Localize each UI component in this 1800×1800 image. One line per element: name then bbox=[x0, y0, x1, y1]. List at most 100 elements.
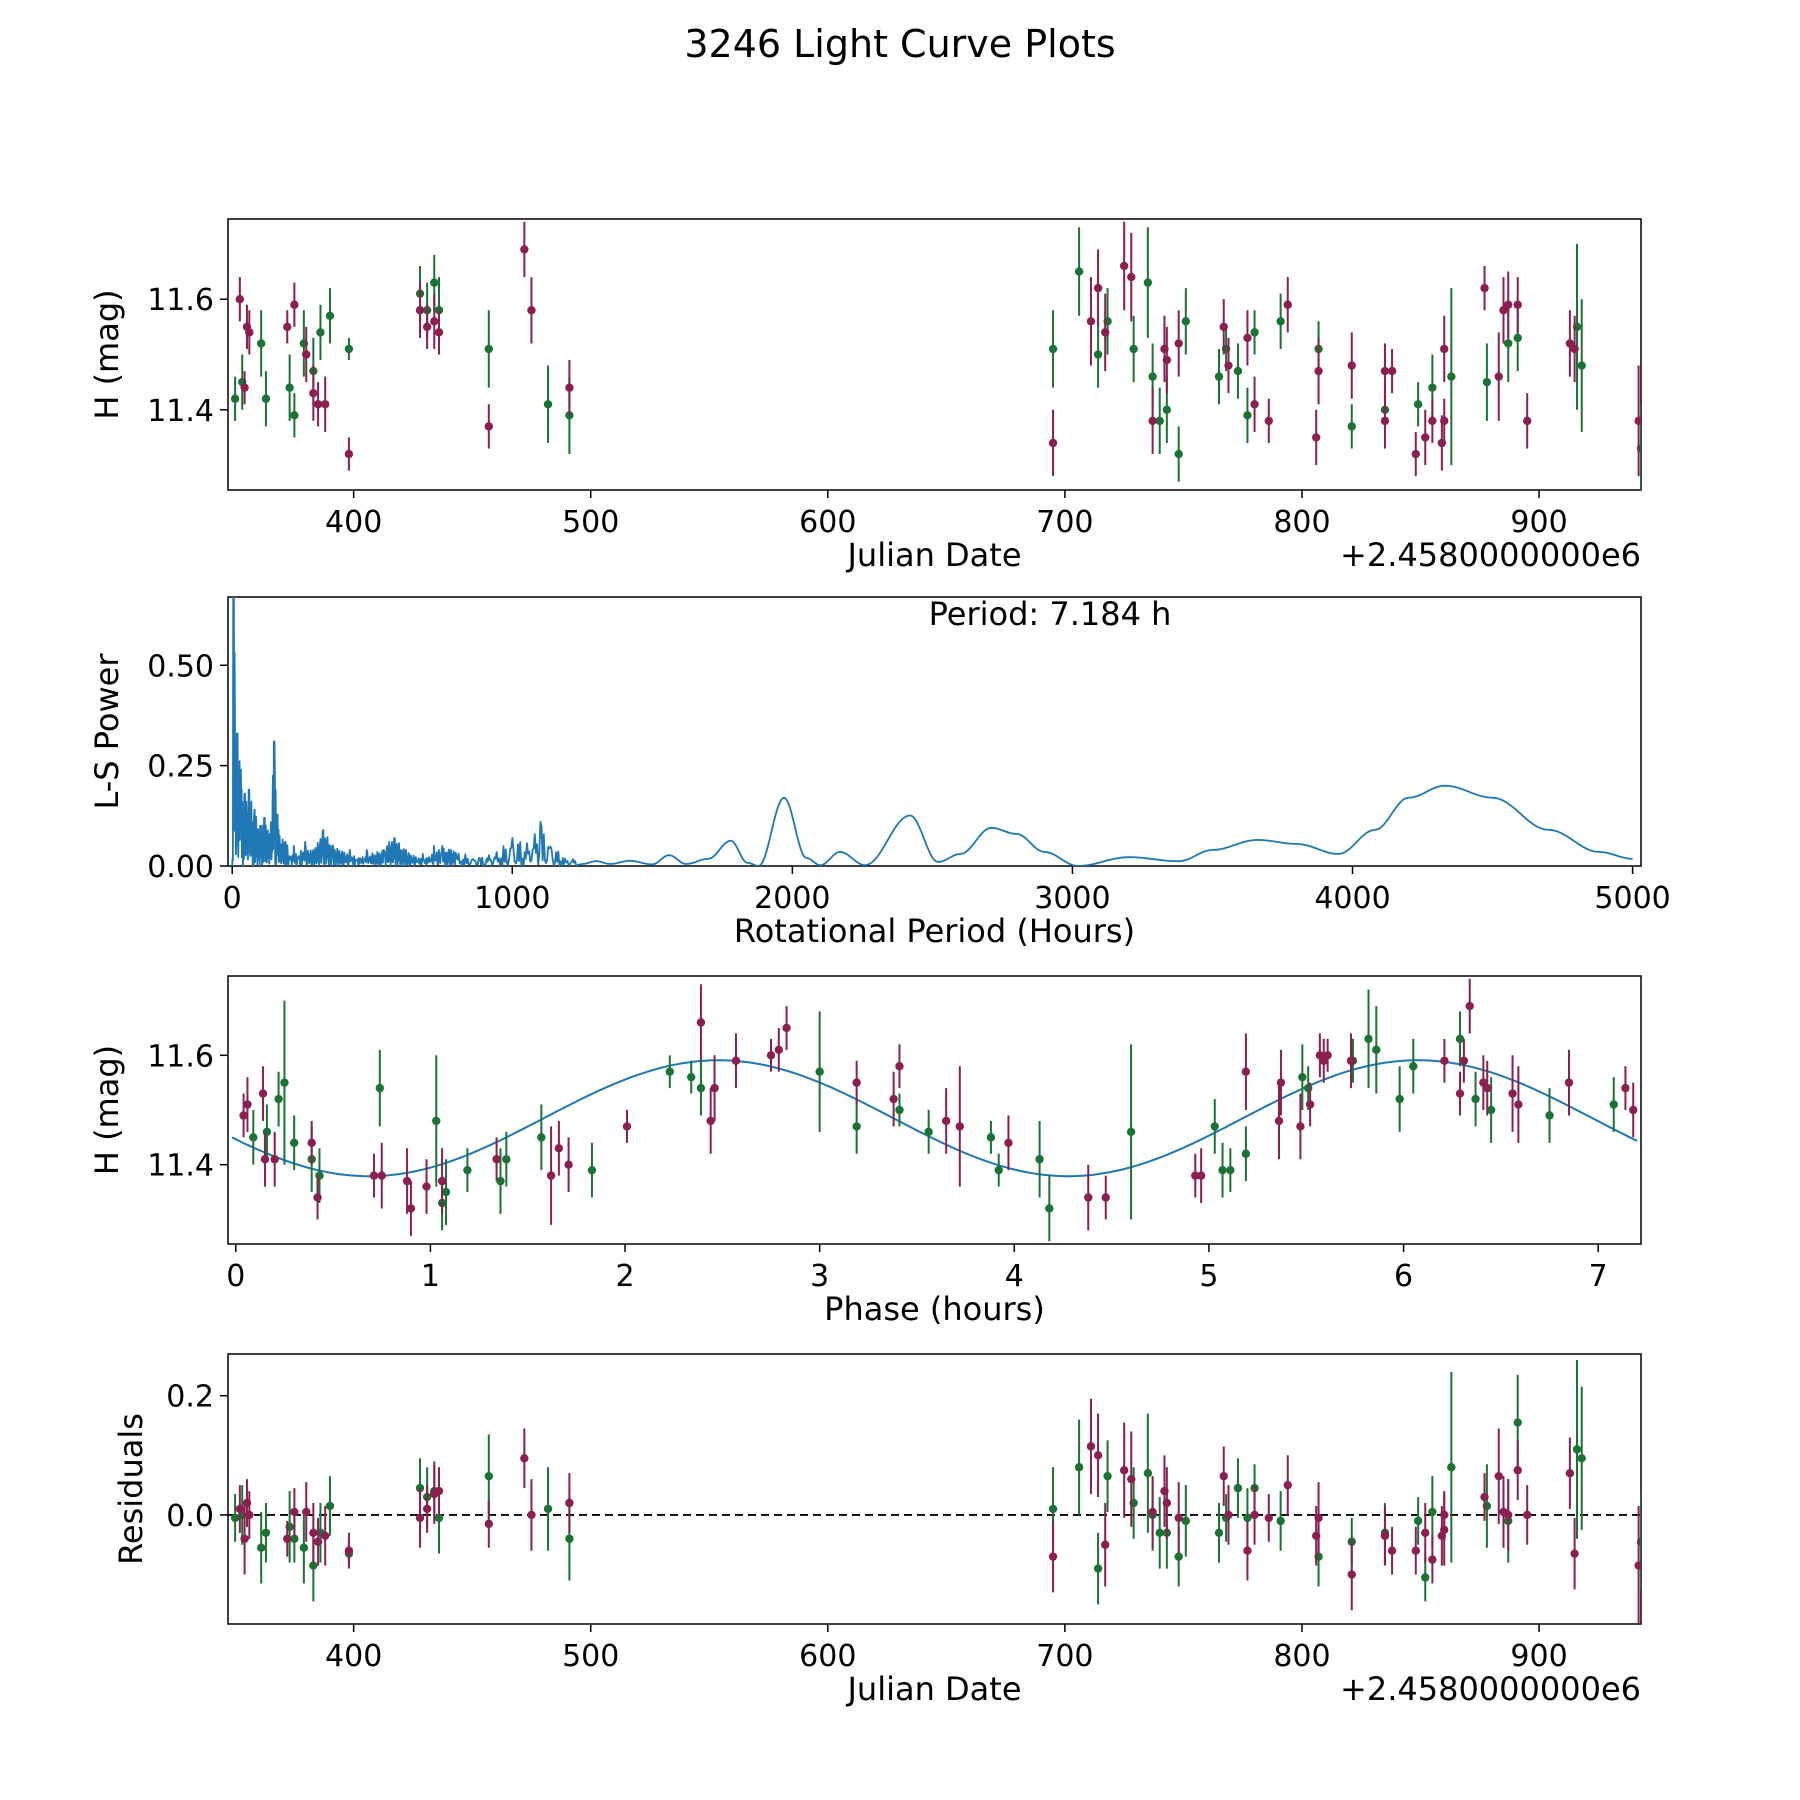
data-point bbox=[240, 383, 249, 392]
series-r bbox=[239, 978, 1638, 1236]
data-point bbox=[261, 1528, 271, 1538]
data-point bbox=[1572, 1445, 1582, 1454]
data-point bbox=[731, 1056, 741, 1065]
data-point bbox=[1565, 339, 1575, 348]
data-point bbox=[924, 1127, 933, 1137]
data-point bbox=[520, 1454, 529, 1463]
data-point bbox=[1455, 1034, 1465, 1044]
data-point bbox=[565, 1498, 574, 1508]
data-point bbox=[1482, 377, 1492, 387]
data-point bbox=[1513, 1418, 1522, 1427]
data-point bbox=[1155, 1528, 1164, 1538]
x-axis-label: Julian Date bbox=[845, 536, 1021, 574]
data-point bbox=[1162, 405, 1172, 415]
data-point bbox=[502, 1155, 511, 1164]
data-point bbox=[1214, 1528, 1224, 1538]
data-point bbox=[889, 1094, 898, 1104]
data-point bbox=[434, 328, 444, 337]
data-point bbox=[1380, 416, 1390, 426]
data-point bbox=[1395, 1094, 1404, 1104]
data-point bbox=[1347, 422, 1356, 431]
data-point bbox=[1421, 1573, 1430, 1582]
data-point bbox=[377, 1171, 386, 1180]
data-point bbox=[1048, 438, 1058, 448]
y-tick-label: 11.4 bbox=[147, 394, 214, 429]
data-point bbox=[1323, 1051, 1332, 1060]
x-tick-label: 700 bbox=[1036, 505, 1093, 540]
data-point bbox=[1093, 1451, 1103, 1460]
data-point bbox=[325, 1501, 335, 1511]
data-point bbox=[290, 411, 299, 420]
data-point bbox=[1241, 1067, 1251, 1076]
data-point bbox=[432, 1116, 441, 1126]
data-point bbox=[1494, 372, 1503, 381]
x-tick-label: 5000 bbox=[1594, 881, 1670, 916]
y-axis-label: L-S Power bbox=[88, 653, 126, 810]
data-point bbox=[1570, 344, 1579, 354]
data-point bbox=[1480, 1492, 1489, 1502]
data-point bbox=[1143, 278, 1153, 287]
data-point bbox=[1421, 1528, 1430, 1538]
data-point bbox=[1127, 272, 1136, 282]
data-point bbox=[1504, 300, 1513, 309]
data-point bbox=[1276, 1516, 1285, 1526]
data-layer bbox=[230, 221, 1641, 490]
data-point bbox=[1174, 339, 1183, 348]
data-point bbox=[1155, 416, 1164, 426]
data-point bbox=[309, 1528, 318, 1538]
plot-frame bbox=[227, 596, 1642, 867]
data-point bbox=[256, 1543, 266, 1552]
x-tick-label: 800 bbox=[1273, 505, 1330, 540]
data-point bbox=[309, 1561, 318, 1570]
data-point bbox=[422, 322, 432, 332]
data-point bbox=[321, 1531, 330, 1540]
x-tick-label: 4 bbox=[1005, 1259, 1024, 1294]
data-point bbox=[321, 400, 330, 409]
data-point bbox=[774, 1045, 783, 1055]
data-point bbox=[422, 1504, 432, 1514]
x-axis-label: Phase (hours) bbox=[824, 1290, 1045, 1328]
x-tick-label: 900 bbox=[1510, 505, 1567, 540]
data-point bbox=[1577, 1454, 1586, 1463]
data-point bbox=[1455, 1089, 1465, 1098]
data-point bbox=[1298, 1072, 1307, 1082]
data-point bbox=[710, 1083, 719, 1093]
data-point bbox=[1480, 283, 1489, 293]
x-tick-label: 700 bbox=[1036, 1639, 1093, 1674]
data-point bbox=[955, 1122, 965, 1131]
data-point bbox=[1514, 1100, 1523, 1109]
x-offset-label: +2.4580000000e6 bbox=[1340, 536, 1641, 574]
data-point bbox=[696, 1083, 706, 1093]
data-point bbox=[415, 306, 425, 315]
data-point bbox=[289, 1138, 299, 1148]
data-point bbox=[1219, 322, 1228, 332]
data-point bbox=[243, 1100, 252, 1109]
data-point bbox=[484, 422, 493, 431]
x-tick-label: 5 bbox=[1199, 1259, 1218, 1294]
data-point bbox=[1191, 1171, 1200, 1180]
data-point bbox=[1523, 416, 1532, 426]
data-point bbox=[484, 1471, 493, 1481]
data-point bbox=[543, 1504, 553, 1514]
data-point bbox=[1346, 1056, 1356, 1065]
data-point bbox=[1314, 366, 1323, 376]
data-point bbox=[1387, 366, 1397, 376]
data-point bbox=[1084, 1193, 1093, 1202]
data-point bbox=[520, 245, 529, 254]
data-point bbox=[1250, 328, 1259, 337]
data-point bbox=[299, 1543, 309, 1552]
data-point bbox=[706, 1116, 715, 1126]
data-point bbox=[554, 1144, 564, 1153]
x-tick-label: 4000 bbox=[1314, 881, 1390, 916]
x-tick-label: 400 bbox=[325, 505, 382, 540]
plot-frame bbox=[227, 975, 1642, 1245]
data-point bbox=[782, 1023, 791, 1033]
data-point bbox=[1387, 1546, 1397, 1555]
x-tick-label: 500 bbox=[562, 1639, 619, 1674]
y-axis-label: H (mag) bbox=[88, 1045, 126, 1175]
data-point bbox=[309, 389, 318, 398]
data-point bbox=[302, 1507, 311, 1517]
data-point bbox=[285, 383, 294, 392]
data-point bbox=[1243, 1546, 1252, 1555]
data-point bbox=[1048, 344, 1058, 354]
